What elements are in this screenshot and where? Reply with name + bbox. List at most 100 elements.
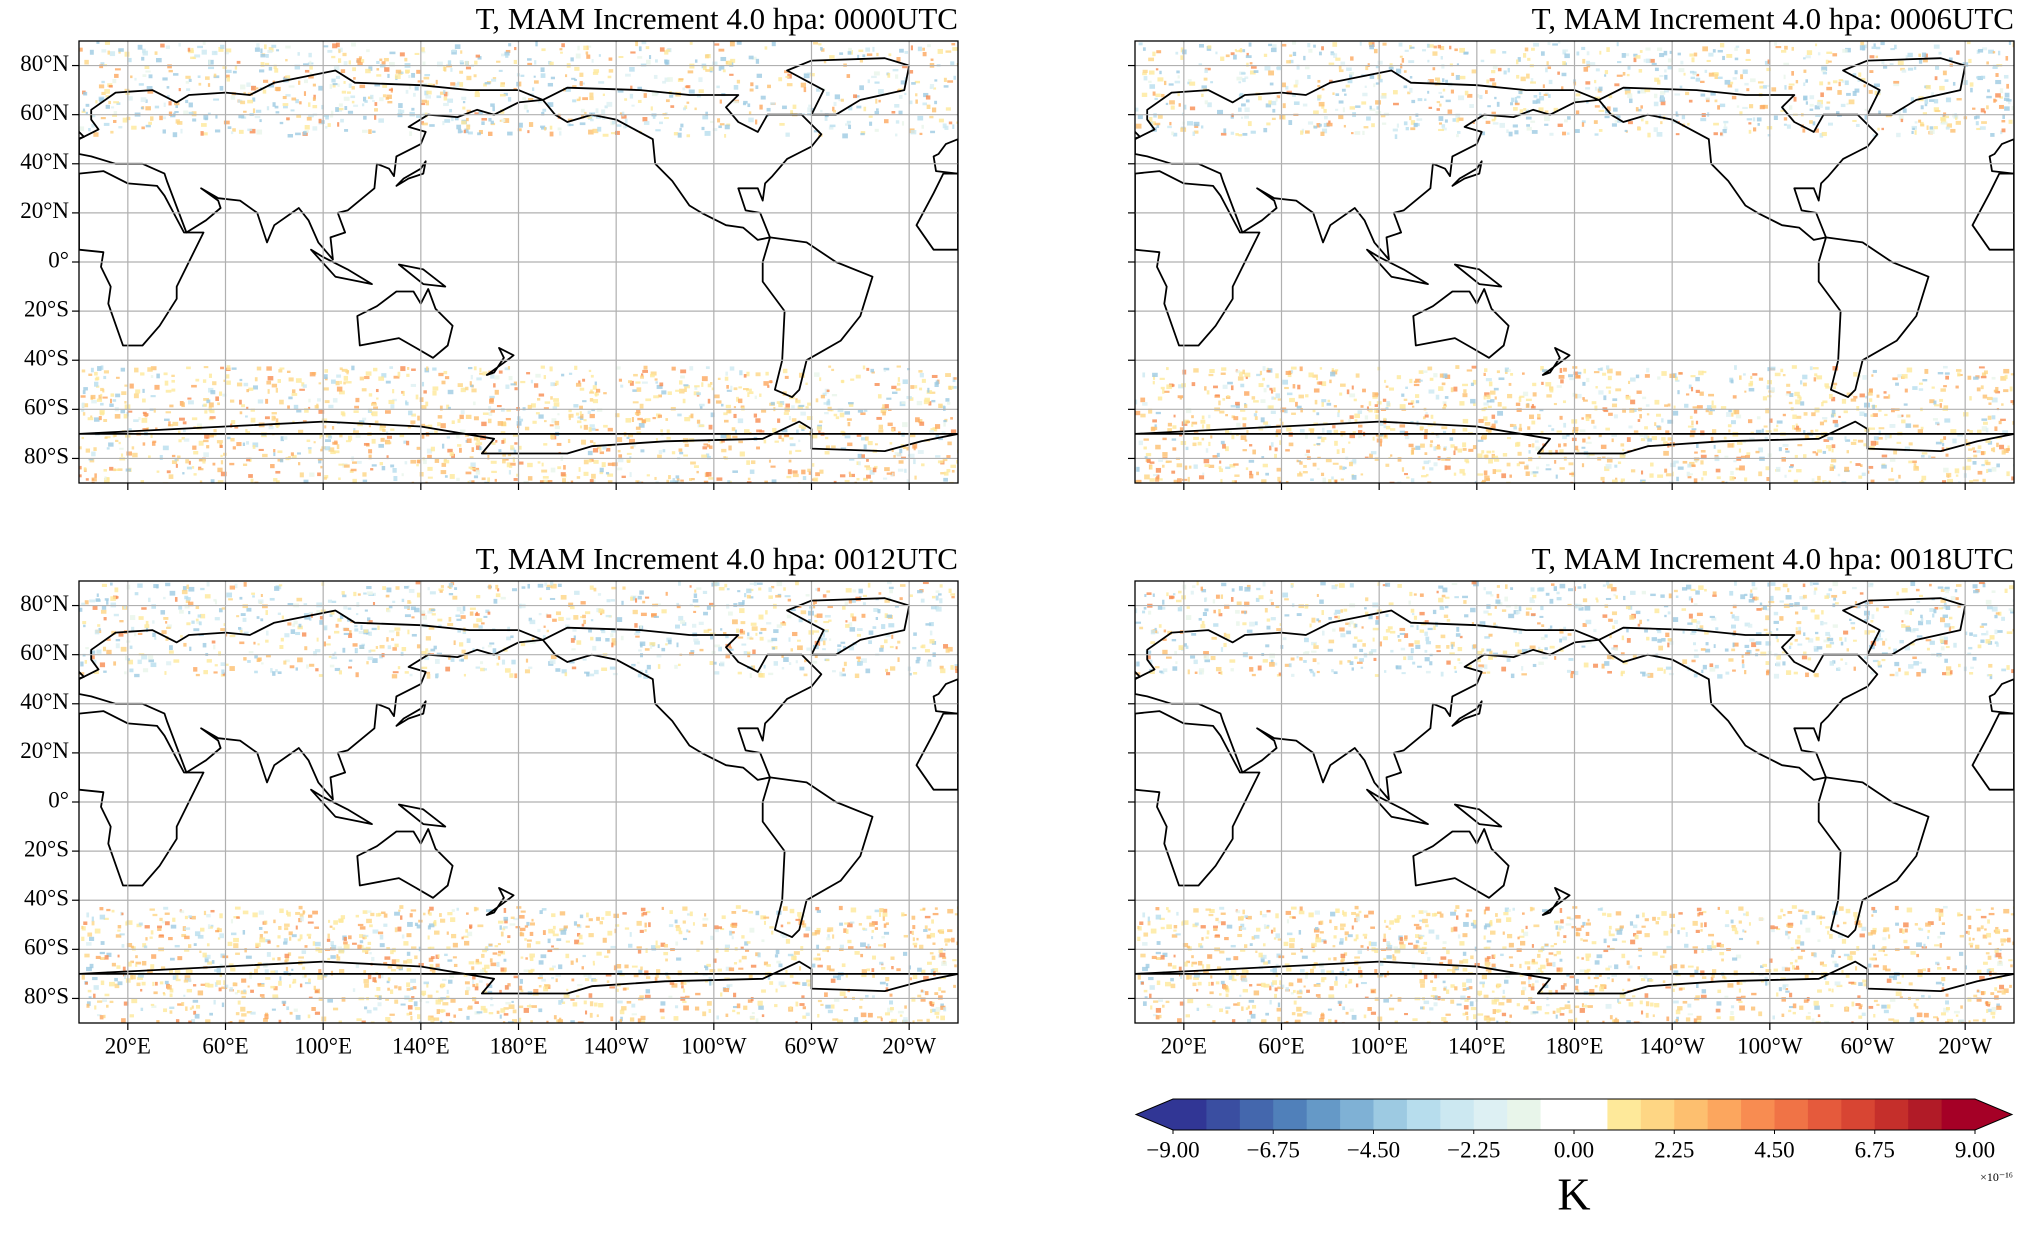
increment-speckle <box>1236 433 1239 437</box>
increment-speckle <box>212 462 216 466</box>
increment-speckle <box>1173 132 1178 137</box>
increment-speckle <box>416 69 422 74</box>
increment-speckle <box>696 392 701 396</box>
increment-speckle <box>1187 476 1190 482</box>
increment-speckle <box>1944 79 1949 82</box>
increment-speckle <box>622 586 626 590</box>
increment-speckle <box>411 616 415 619</box>
increment-speckle <box>1338 100 1344 104</box>
increment-speckle <box>434 458 440 463</box>
increment-speckle <box>1749 380 1754 386</box>
increment-speckle <box>1893 450 1898 455</box>
increment-speckle <box>635 635 640 638</box>
increment-speckle <box>1583 368 1587 374</box>
increment-speckle <box>1972 107 1976 110</box>
increment-speckle <box>736 79 741 84</box>
increment-speckle <box>240 100 246 105</box>
increment-speckle <box>408 85 412 90</box>
increment-speckle <box>1667 403 1671 407</box>
increment-speckle <box>1321 104 1325 109</box>
increment-speckle <box>443 459 450 464</box>
increment-speckle <box>98 394 102 400</box>
increment-speckle <box>1657 474 1664 478</box>
increment-speckle <box>504 367 511 371</box>
increment-speckle <box>603 424 608 428</box>
increment-speckle <box>1155 411 1161 415</box>
increment-speckle <box>202 642 207 648</box>
increment-speckle <box>491 78 497 82</box>
increment-speckle <box>937 460 944 464</box>
increment-speckle <box>704 130 711 136</box>
increment-speckle <box>298 429 304 434</box>
increment-speckle <box>269 597 275 601</box>
increment-speckle <box>1994 426 1998 431</box>
increment-speckle <box>323 374 328 379</box>
increment-speckle <box>122 117 129 123</box>
increment-speckle <box>433 645 437 650</box>
increment-speckle <box>449 474 455 479</box>
increment-speckle <box>109 398 112 404</box>
increment-speckle <box>1828 60 1832 63</box>
increment-speckle <box>1552 43 1558 46</box>
increment-speckle <box>1483 470 1488 476</box>
increment-speckle <box>1593 425 1597 429</box>
increment-speckle <box>1450 89 1454 94</box>
increment-speckle <box>1519 423 1522 429</box>
increment-speckle <box>1416 118 1423 121</box>
increment-speckle <box>1405 126 1409 131</box>
increment-speckle <box>1514 130 1519 135</box>
increment-speckle <box>180 128 183 134</box>
increment-speckle <box>303 479 309 483</box>
increment-speckle <box>252 445 256 449</box>
increment-speckle <box>1813 377 1817 382</box>
increment-speckle <box>857 453 862 459</box>
increment-speckle <box>781 428 788 433</box>
increment-speckle <box>100 609 107 614</box>
increment-speckle <box>743 429 750 434</box>
increment-speckle <box>895 120 900 124</box>
increment-speckle <box>588 427 592 432</box>
increment-speckle <box>461 120 467 125</box>
increment-speckle <box>2012 421 2014 425</box>
increment-speckle <box>576 98 581 102</box>
increment-speckle <box>353 104 359 107</box>
increment-speckle <box>510 445 514 450</box>
increment-speckle <box>459 414 464 420</box>
increment-speckle <box>1263 127 1268 133</box>
increment-speckle <box>329 664 335 668</box>
increment-speckle <box>1268 70 1275 76</box>
increment-speckle <box>607 473 614 477</box>
increment-speckle <box>1664 468 1668 473</box>
increment-speckle <box>858 588 863 594</box>
increment-speckle <box>1643 434 1648 439</box>
increment-speckle <box>421 50 426 54</box>
increment-speckle <box>608 57 613 61</box>
increment-speckle <box>1227 381 1233 385</box>
map-frame <box>78 40 959 484</box>
increment-speckle <box>1877 127 1880 131</box>
increment-speckle <box>879 647 884 652</box>
increment-speckle <box>376 68 380 71</box>
increment-speckle <box>891 448 894 453</box>
increment-speckle <box>713 437 719 440</box>
increment-speckle <box>150 433 153 439</box>
increment-speckle <box>100 387 104 392</box>
increment-speckle <box>1242 417 1247 421</box>
increment-speckle <box>132 452 138 458</box>
increment-speckle <box>501 421 506 427</box>
increment-speckle <box>902 65 908 69</box>
increment-speckle <box>607 427 613 432</box>
increment-speckle <box>703 480 709 483</box>
increment-speckle <box>195 618 199 622</box>
increment-speckle <box>943 419 947 423</box>
increment-speckle <box>1785 448 1789 451</box>
increment-speckle <box>621 475 626 479</box>
increment-speckle <box>1968 448 1973 451</box>
increment-speckle <box>388 88 393 91</box>
increment-speckle <box>684 385 690 389</box>
increment-speckle <box>1397 457 1402 462</box>
increment-speckle <box>1390 454 1393 457</box>
increment-speckle <box>1803 69 1807 73</box>
increment-speckle <box>619 112 623 115</box>
increment-speckle <box>438 372 444 377</box>
